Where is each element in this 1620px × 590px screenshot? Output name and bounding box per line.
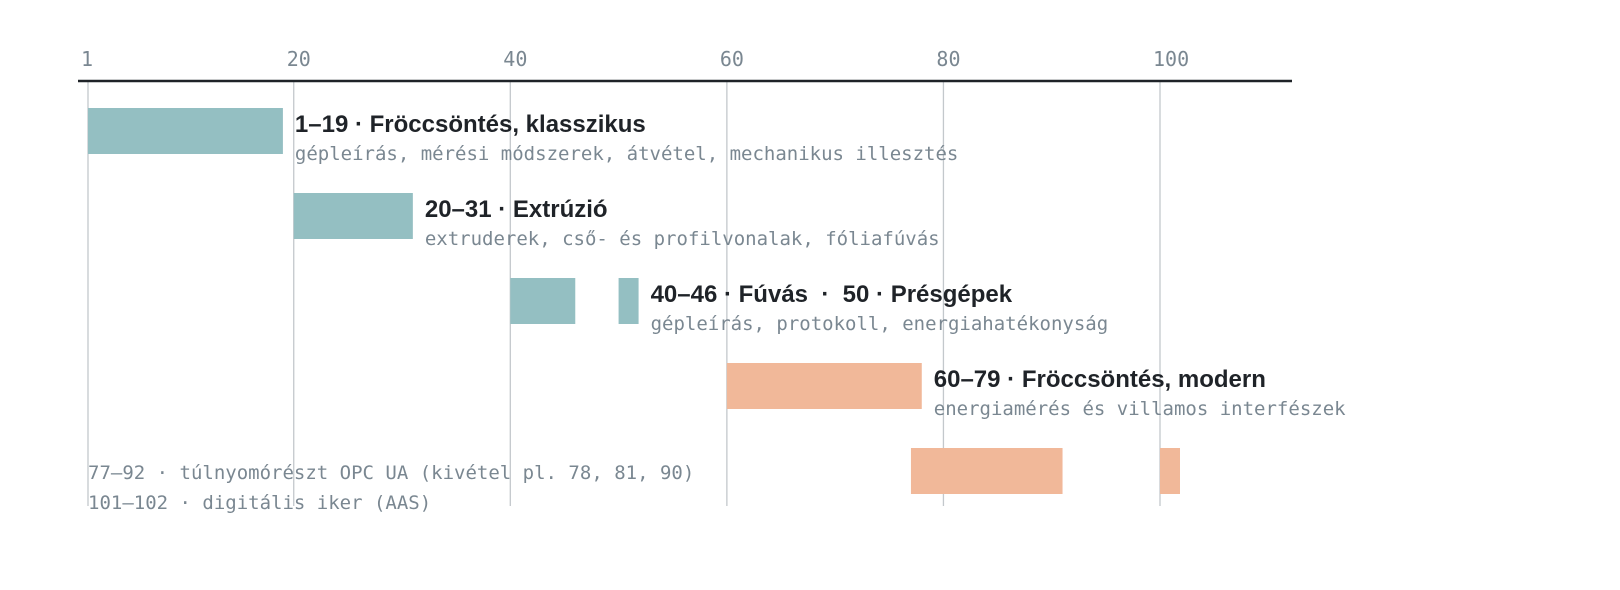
row-labels: 1–19 · Fröccsöntés, klasszikus gépleírás,…	[295, 111, 1346, 420]
bar-row5-segment1	[910, 448, 1063, 494]
row-subtitle-2: extruderek, cső- és profilvonalak, fólia…	[425, 228, 940, 250]
footnote-2: 101–102 · digitális iker (AAS)	[88, 492, 431, 514]
bars	[88, 108, 1180, 494]
tick-label-1: 1	[81, 47, 93, 71]
row-title-1: 1–19 · Fröccsöntés, klasszikus	[295, 111, 646, 138]
footnote-1: 77–92 · túlnyomórészt OPC UA (kivétel pl…	[88, 462, 694, 484]
row-subtitle-3: gépleírás, protokoll, energiahatékonyság	[651, 313, 1109, 335]
bar-row2-segment1	[293, 193, 413, 239]
tick-label-20: 20	[287, 47, 311, 71]
tick-label-60: 60	[720, 47, 744, 71]
bar-row1-segment1	[88, 108, 283, 154]
bar-row4-segment1	[726, 363, 922, 409]
bar-row5-segment2	[1160, 448, 1180, 494]
row-subtitle-1: gépleírás, mérési módszerek, átvétel, me…	[295, 143, 958, 165]
row-title-4: 60–79 · Fröccsöntés, modern	[934, 366, 1266, 393]
bar-row3-segment2	[618, 278, 639, 324]
tick-label-100: 100	[1153, 47, 1189, 71]
bar-row3-segment1	[510, 278, 576, 324]
footnotes: 77–92 · túlnyomórészt OPC UA (kivétel pl…	[88, 462, 694, 514]
row-subtitle-4: energiamérés és villamos interfészek	[934, 398, 1346, 420]
row-title-2: 20–31 · Extrúzió	[425, 196, 608, 223]
tick-label-80: 80	[936, 47, 960, 71]
tick-label-40: 40	[503, 47, 527, 71]
row-title-3: 40–46 · Fúvás · 50 · Présgépek	[651, 281, 1013, 308]
tick-labels: 1 20 40 60 80 100	[81, 47, 1189, 71]
